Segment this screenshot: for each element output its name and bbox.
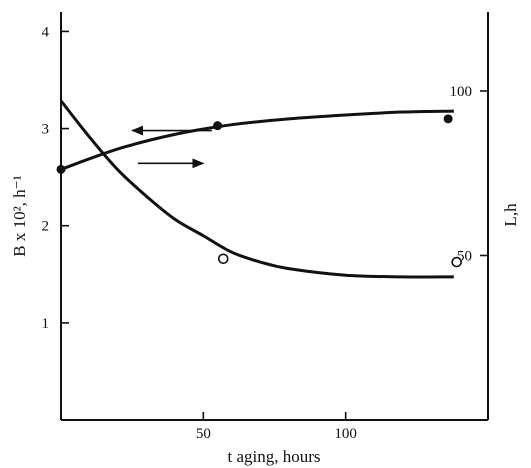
x-tick-label: 50 xyxy=(196,426,211,442)
right-y-tick-label: 100 xyxy=(450,84,473,100)
left-y-axis-title: B x 10², h⁻¹ xyxy=(10,175,29,257)
open-data-point xyxy=(217,253,229,265)
ticks xyxy=(61,30,488,420)
data-markers xyxy=(56,114,462,268)
axes xyxy=(60,12,489,421)
filled-data-point xyxy=(443,114,453,124)
filled-data-point xyxy=(213,121,223,131)
filled-data-point xyxy=(56,164,66,174)
fit-curves xyxy=(59,99,454,279)
left-y-tick-label: 3 xyxy=(42,122,50,138)
right-y-axis-title: L,h xyxy=(501,203,520,227)
x-axis-title: t aging, hours xyxy=(227,447,320,466)
left-y-tick-label: 4 xyxy=(42,24,50,40)
axis-arrows xyxy=(131,125,212,169)
left-y-tick-label: 2 xyxy=(42,219,50,235)
x-tick-label: 100 xyxy=(334,426,357,442)
left-y-tick-label: 1 xyxy=(42,316,50,332)
fit-curve-left xyxy=(60,109,454,171)
fit-curve-right xyxy=(59,99,454,279)
open-data-point xyxy=(451,256,462,268)
